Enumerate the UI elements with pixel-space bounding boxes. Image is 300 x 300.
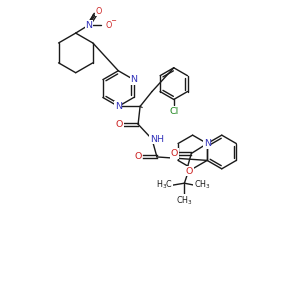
Text: O: O [134, 152, 142, 161]
Text: N: N [85, 21, 92, 30]
Text: N: N [115, 102, 122, 111]
Text: O: O [105, 21, 112, 30]
Text: O: O [105, 21, 112, 30]
Text: N: N [130, 75, 137, 84]
Text: O: O [95, 7, 102, 16]
Text: O: O [95, 7, 102, 16]
Text: O: O [171, 149, 178, 158]
Text: −: − [110, 18, 116, 24]
Text: N: N [85, 21, 92, 30]
Text: CH$_3$: CH$_3$ [176, 195, 193, 207]
Text: NH: NH [150, 135, 164, 144]
Text: H$_3$C: H$_3$C [156, 179, 173, 191]
Text: O: O [116, 120, 123, 129]
Text: N: N [204, 139, 211, 148]
Text: Cl: Cl [169, 107, 178, 116]
Text: O: O [186, 167, 193, 176]
Text: CH$_3$: CH$_3$ [194, 179, 211, 191]
